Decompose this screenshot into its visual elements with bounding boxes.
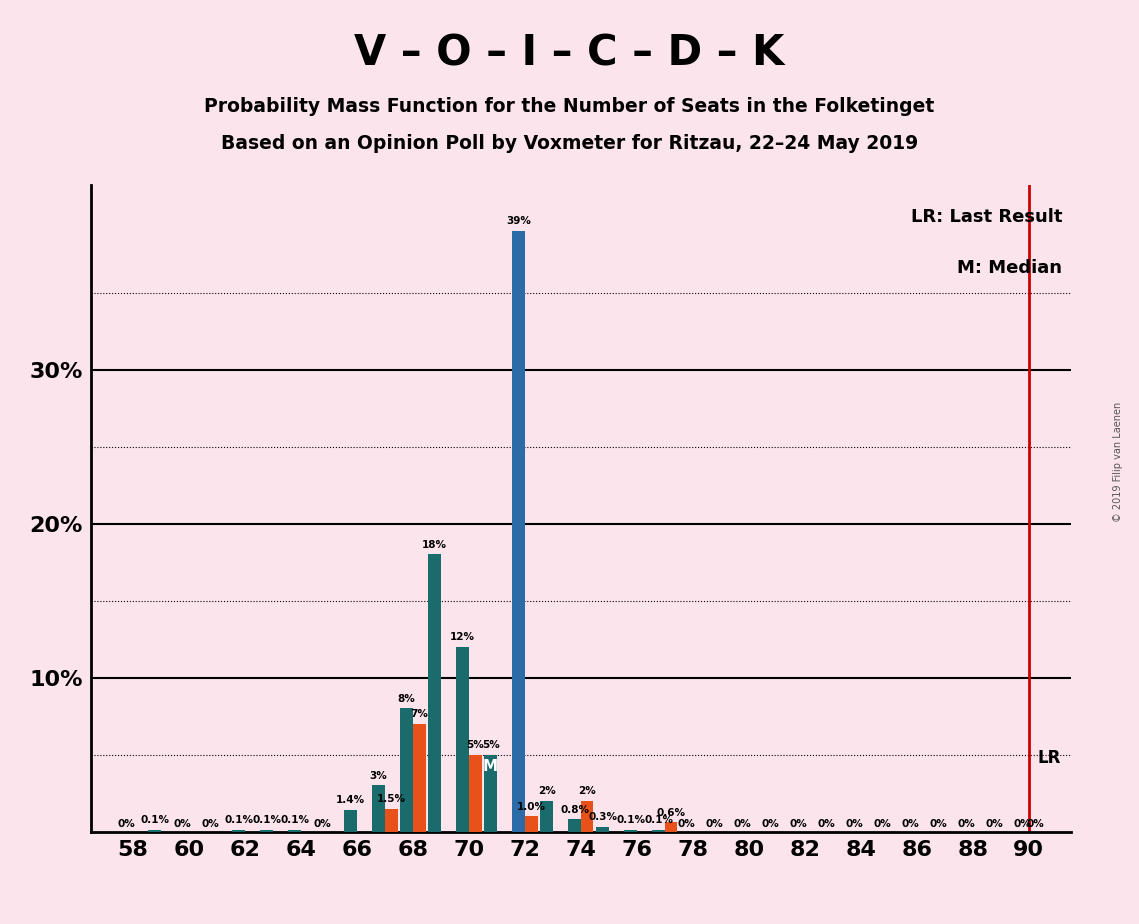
Text: 12%: 12% bbox=[450, 632, 475, 642]
Text: 0%: 0% bbox=[818, 820, 835, 830]
Bar bbox=[288, 830, 301, 832]
Text: 0.1%: 0.1% bbox=[224, 816, 253, 825]
Text: Based on an Opinion Poll by Voxmeter for Ritzau, 22–24 May 2019: Based on an Opinion Poll by Voxmeter for… bbox=[221, 134, 918, 153]
Bar bbox=[401, 709, 413, 832]
Bar bbox=[484, 755, 497, 832]
Text: 0%: 0% bbox=[1014, 820, 1031, 830]
Text: M: Median: M: Median bbox=[957, 259, 1063, 276]
Text: 0%: 0% bbox=[902, 820, 919, 830]
Text: 2%: 2% bbox=[538, 786, 556, 796]
Bar bbox=[344, 810, 357, 832]
Text: 0.1%: 0.1% bbox=[252, 816, 281, 825]
Bar bbox=[428, 554, 441, 832]
Text: 18%: 18% bbox=[423, 540, 448, 550]
Bar bbox=[597, 827, 609, 832]
Text: 39%: 39% bbox=[506, 216, 531, 226]
Text: 0%: 0% bbox=[734, 820, 752, 830]
Text: V – O – I – C – D – K: V – O – I – C – D – K bbox=[354, 32, 785, 74]
Text: 0.1%: 0.1% bbox=[140, 816, 170, 825]
Bar bbox=[540, 801, 552, 832]
Bar bbox=[232, 830, 245, 832]
Bar bbox=[148, 830, 161, 832]
Text: 0.1%: 0.1% bbox=[644, 816, 673, 825]
Text: 0.1%: 0.1% bbox=[616, 816, 645, 825]
Bar bbox=[653, 830, 665, 832]
Bar bbox=[665, 822, 678, 832]
Bar bbox=[413, 723, 426, 832]
Text: 0.8%: 0.8% bbox=[560, 805, 589, 815]
Text: 1.5%: 1.5% bbox=[377, 794, 405, 804]
Text: 5%: 5% bbox=[482, 740, 500, 750]
Text: 0%: 0% bbox=[845, 820, 863, 830]
Bar bbox=[469, 755, 482, 832]
Bar bbox=[513, 231, 525, 832]
Text: 0%: 0% bbox=[678, 820, 696, 830]
Bar bbox=[261, 830, 273, 832]
Text: 0%: 0% bbox=[174, 820, 191, 830]
Text: 0.3%: 0.3% bbox=[588, 812, 617, 822]
Bar bbox=[372, 785, 385, 832]
Text: 0%: 0% bbox=[789, 820, 808, 830]
Text: 0.6%: 0.6% bbox=[657, 808, 686, 818]
Text: 0%: 0% bbox=[985, 820, 1003, 830]
Text: 5%: 5% bbox=[466, 740, 484, 750]
Text: 8%: 8% bbox=[398, 694, 416, 704]
Text: 0%: 0% bbox=[1026, 820, 1043, 830]
Text: 0%: 0% bbox=[762, 820, 779, 830]
Text: 0.1%: 0.1% bbox=[280, 816, 309, 825]
Bar bbox=[581, 801, 593, 832]
Text: © 2019 Filip van Laenen: © 2019 Filip van Laenen bbox=[1114, 402, 1123, 522]
Bar bbox=[525, 816, 538, 832]
Bar bbox=[568, 820, 581, 832]
Text: 1.4%: 1.4% bbox=[336, 796, 366, 806]
Text: 0%: 0% bbox=[874, 820, 892, 830]
Text: 0%: 0% bbox=[706, 820, 723, 830]
Text: 1.0%: 1.0% bbox=[517, 802, 546, 811]
Text: 2%: 2% bbox=[579, 786, 596, 796]
Text: 0%: 0% bbox=[929, 820, 948, 830]
Text: 0%: 0% bbox=[118, 820, 136, 830]
Text: 0%: 0% bbox=[314, 820, 331, 830]
Text: 7%: 7% bbox=[410, 710, 428, 719]
Text: LR: LR bbox=[1038, 748, 1060, 767]
Text: LR: Last Result: LR: Last Result bbox=[911, 208, 1063, 225]
Text: 0%: 0% bbox=[202, 820, 220, 830]
Text: Probability Mass Function for the Number of Seats in the Folketinget: Probability Mass Function for the Number… bbox=[204, 97, 935, 116]
Bar bbox=[457, 647, 469, 832]
Text: 0%: 0% bbox=[958, 820, 975, 830]
Text: M: M bbox=[483, 760, 498, 774]
Bar bbox=[624, 830, 637, 832]
Text: 3%: 3% bbox=[370, 771, 387, 781]
Bar bbox=[385, 808, 398, 832]
